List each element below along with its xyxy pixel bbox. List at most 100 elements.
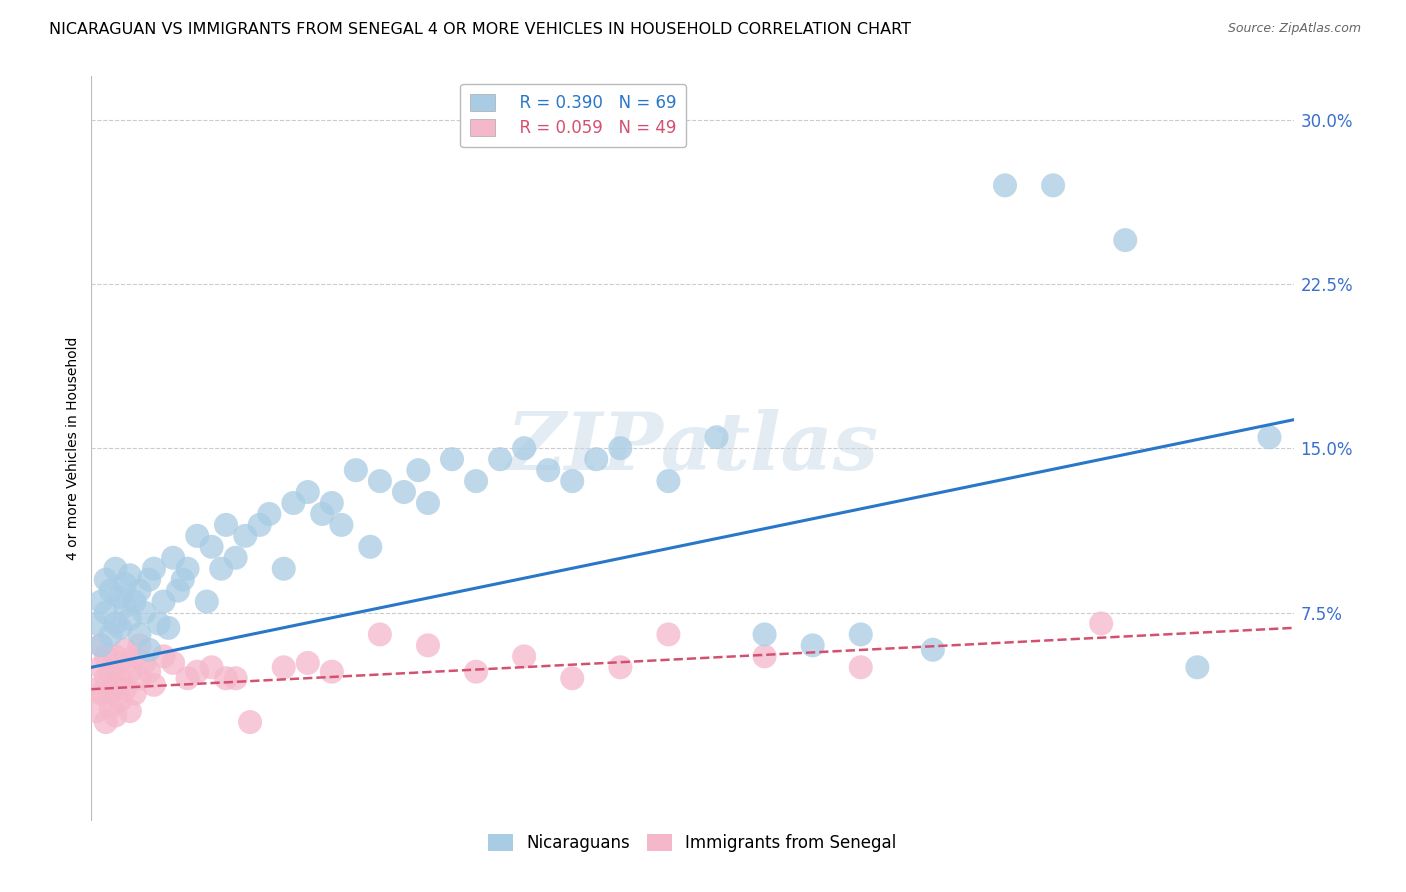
Point (311, 507, 333, 521)
Point (215, 671, 238, 685)
Point (585, 452, 607, 467)
Point (124, 594, 146, 608)
Point (100, 627, 122, 641)
Point (657, 627, 679, 641)
Point (104, 678, 127, 692)
Point (215, 517, 238, 532)
Point (84, 704, 107, 718)
Text: NICARAGUAN VS IMMIGRANTS FROM SENEGAL 4 OR MORE VEHICLES IN HOUSEHOLD CORRELATIO: NICARAGUAN VS IMMIGRANTS FROM SENEGAL 4 … (49, 22, 911, 37)
Point (1042, 178, 1064, 193)
Point (801, 639, 824, 653)
Point (114, 577, 136, 591)
Point (100, 665, 122, 679)
Point (465, 474, 488, 488)
Point (359, 540, 381, 554)
Point (152, 649, 174, 664)
Point (90, 594, 112, 608)
Point (330, 517, 353, 532)
Point (94, 714, 117, 729)
Point (259, 507, 281, 521)
Point (233, 529, 256, 543)
Point (321, 665, 343, 679)
Point (368, 474, 391, 488)
Point (849, 660, 872, 674)
Point (128, 671, 150, 685)
Text: Source: ZipAtlas.com: Source: ZipAtlas.com (1227, 22, 1361, 36)
Point (1258, 430, 1281, 444)
Point (148, 616, 170, 631)
Point (110, 671, 132, 685)
Point (706, 430, 728, 444)
Point (657, 474, 679, 488)
Point (90, 687, 112, 701)
Point (94, 606, 117, 620)
Point (754, 649, 776, 664)
Point (416, 496, 439, 510)
Point (537, 463, 560, 477)
Point (176, 562, 198, 576)
Point (344, 463, 367, 477)
Point (513, 442, 536, 456)
Point (94, 649, 117, 664)
Text: ZIPatlas: ZIPatlas (506, 409, 879, 487)
Y-axis label: 4 or more Vehicles in Household: 4 or more Vehicles in Household (66, 336, 80, 560)
Point (138, 665, 160, 679)
Point (297, 485, 319, 500)
Point (94, 573, 117, 587)
Point (273, 562, 295, 576)
Point (134, 606, 156, 620)
Point (128, 639, 150, 653)
Point (172, 573, 194, 587)
Point (416, 639, 439, 653)
Point (138, 573, 160, 587)
Point (162, 656, 184, 670)
Point (561, 474, 583, 488)
Point (110, 693, 132, 707)
Point (225, 671, 247, 685)
Point (283, 496, 305, 510)
Point (186, 665, 208, 679)
Point (167, 583, 190, 598)
Point (157, 621, 180, 635)
Point (465, 665, 488, 679)
Point (408, 463, 430, 477)
Point (849, 627, 872, 641)
Point (201, 540, 224, 554)
Point (94, 671, 117, 685)
Point (118, 665, 141, 679)
Point (114, 599, 136, 613)
Point (104, 562, 127, 576)
Point (118, 612, 141, 626)
Point (176, 671, 198, 685)
Point (239, 714, 262, 729)
Point (186, 529, 208, 543)
Point (110, 591, 132, 605)
Point (118, 704, 141, 718)
Point (124, 649, 146, 664)
Point (1090, 616, 1112, 631)
Point (110, 621, 132, 635)
Point (392, 485, 415, 500)
Point (90, 639, 112, 653)
Point (609, 442, 631, 456)
Point (922, 642, 945, 657)
Legend: Nicaraguans, Immigrants from Senegal: Nicaraguans, Immigrants from Senegal (479, 826, 905, 861)
Point (225, 550, 247, 565)
Point (110, 656, 132, 670)
Point (114, 642, 136, 657)
Point (209, 562, 232, 576)
Point (90, 660, 112, 674)
Point (100, 583, 122, 598)
Point (513, 649, 536, 664)
Point (90, 639, 112, 653)
Point (124, 687, 146, 701)
Point (249, 517, 271, 532)
Point (100, 687, 122, 701)
Point (994, 178, 1017, 193)
Point (128, 627, 150, 641)
Point (321, 496, 343, 510)
Point (118, 568, 141, 582)
Point (561, 671, 583, 685)
Point (297, 656, 319, 670)
Point (273, 660, 295, 674)
